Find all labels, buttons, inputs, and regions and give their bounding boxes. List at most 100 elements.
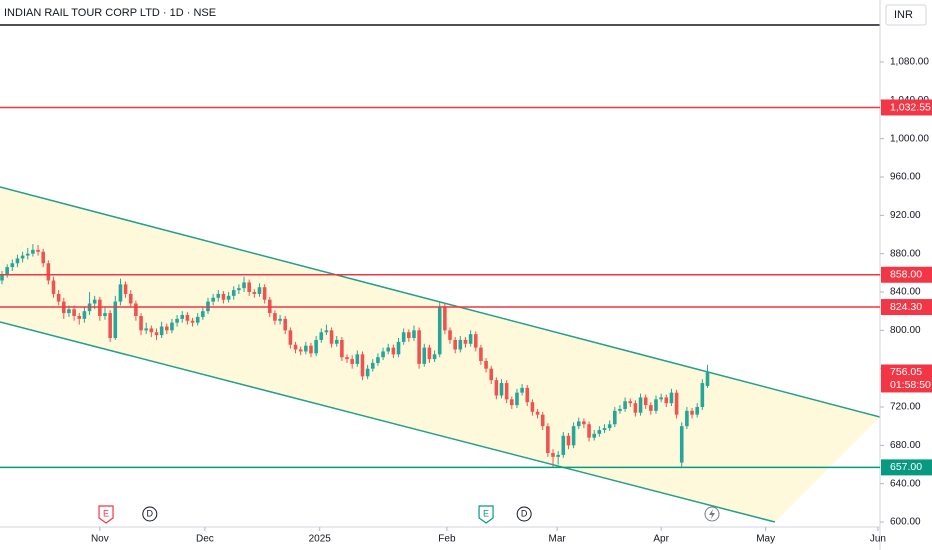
candle-body — [180, 315, 185, 319]
candle-body — [391, 347, 396, 355]
candle-body — [108, 313, 112, 339]
candle-body — [118, 284, 123, 302]
candle-body — [396, 341, 401, 355]
candle-body — [463, 339, 468, 344]
y-tick-label: 960.00 — [890, 172, 921, 183]
candle-body — [350, 359, 354, 364]
event-icon — [98, 505, 114, 524]
candle-body — [41, 251, 46, 264]
candle-body — [546, 426, 550, 454]
x-tick-label: Mar — [549, 534, 567, 545]
candle-body — [654, 399, 658, 411]
candle-body — [304, 345, 308, 352]
candle-body — [576, 421, 581, 427]
candle-body — [25, 253, 30, 256]
candle-body — [448, 330, 452, 340]
level-label: 1,032.55 — [890, 101, 931, 113]
candle-body — [31, 249, 35, 254]
x-tick-label: Feb — [438, 534, 456, 545]
candle-body — [170, 322, 174, 331]
y-tick-label: 680.00 — [890, 440, 921, 451]
plot-area — [0, 186, 880, 523]
candle-body — [669, 392, 674, 404]
level-label: 657.00 — [890, 461, 922, 473]
currency-box[interactable] — [885, 4, 927, 26]
candle-body — [566, 435, 571, 446]
event-label: D — [521, 508, 528, 518]
candle-body — [36, 249, 40, 252]
candle-body — [278, 318, 282, 321]
candle-body — [561, 435, 566, 455]
candle-body — [72, 309, 76, 316]
candle-body — [159, 326, 164, 336]
candle-body — [226, 295, 231, 300]
y-tick-label: 1,000.00 — [890, 133, 929, 144]
candle-body — [82, 311, 87, 319]
candle-body — [237, 288, 241, 291]
candle-body — [139, 315, 143, 331]
countdown: 01:58:50 — [890, 379, 931, 391]
level-label: 824.30 — [890, 301, 922, 313]
event-icon — [478, 505, 494, 524]
level-label-box — [881, 266, 932, 283]
candle-body — [360, 354, 365, 377]
candle-body — [103, 313, 107, 316]
candle-body — [685, 410, 689, 427]
candle-body — [427, 347, 432, 360]
candle-body — [695, 407, 699, 415]
candle-body — [633, 403, 638, 413]
candle-body — [134, 303, 138, 316]
candle-body — [499, 383, 504, 396]
candle-body — [535, 411, 540, 415]
level-label: 858.00 — [890, 269, 922, 281]
candle-body — [329, 330, 334, 344]
candle-body — [515, 392, 519, 406]
candle-body — [700, 383, 705, 408]
candle-body — [149, 328, 154, 333]
candle-body — [659, 397, 663, 400]
candle-body — [674, 392, 679, 415]
candle-body — [479, 347, 483, 362]
event-label: D — [147, 508, 154, 518]
candle-body — [422, 347, 427, 364]
currency[interactable]: INR — [894, 9, 913, 21]
last-price: 756.05 — [890, 366, 922, 378]
y-tick-label: 600.00 — [890, 517, 921, 528]
candle-body — [607, 424, 612, 429]
candle-body — [77, 315, 82, 319]
candle-body — [319, 332, 324, 340]
candle-body — [334, 339, 339, 344]
candle-body — [443, 306, 447, 331]
candle-body — [571, 426, 576, 446]
candle-body — [437, 306, 442, 355]
y-tick-label: 640.00 — [890, 478, 921, 489]
candle-body — [370, 362, 375, 369]
candle-body — [314, 339, 318, 354]
flash-icon — [704, 506, 720, 522]
candle-body — [242, 282, 246, 289]
candle-body — [113, 301, 118, 339]
level-label-box — [881, 99, 932, 116]
x-tick-label: Dec — [196, 534, 214, 545]
candle-body — [643, 397, 648, 406]
candle-body — [602, 428, 607, 431]
candle-body — [530, 402, 535, 412]
x-tick-label: Nov — [91, 534, 109, 545]
event-icon — [142, 506, 158, 522]
candle-body — [20, 255, 25, 259]
candle-body — [525, 387, 530, 403]
candle-body — [298, 349, 303, 352]
candle-body — [10, 263, 15, 268]
candle-body — [494, 380, 499, 396]
event-label: E — [103, 508, 109, 518]
candle-body — [520, 387, 524, 393]
candle-body — [587, 424, 591, 438]
candle-body — [489, 368, 494, 381]
candle-body — [0, 274, 4, 281]
candle-body — [293, 344, 298, 350]
candle-body — [468, 334, 473, 344]
candle-body — [128, 293, 133, 304]
candle-body — [453, 339, 457, 350]
candle-body — [417, 330, 421, 364]
candle-body — [211, 297, 215, 302]
